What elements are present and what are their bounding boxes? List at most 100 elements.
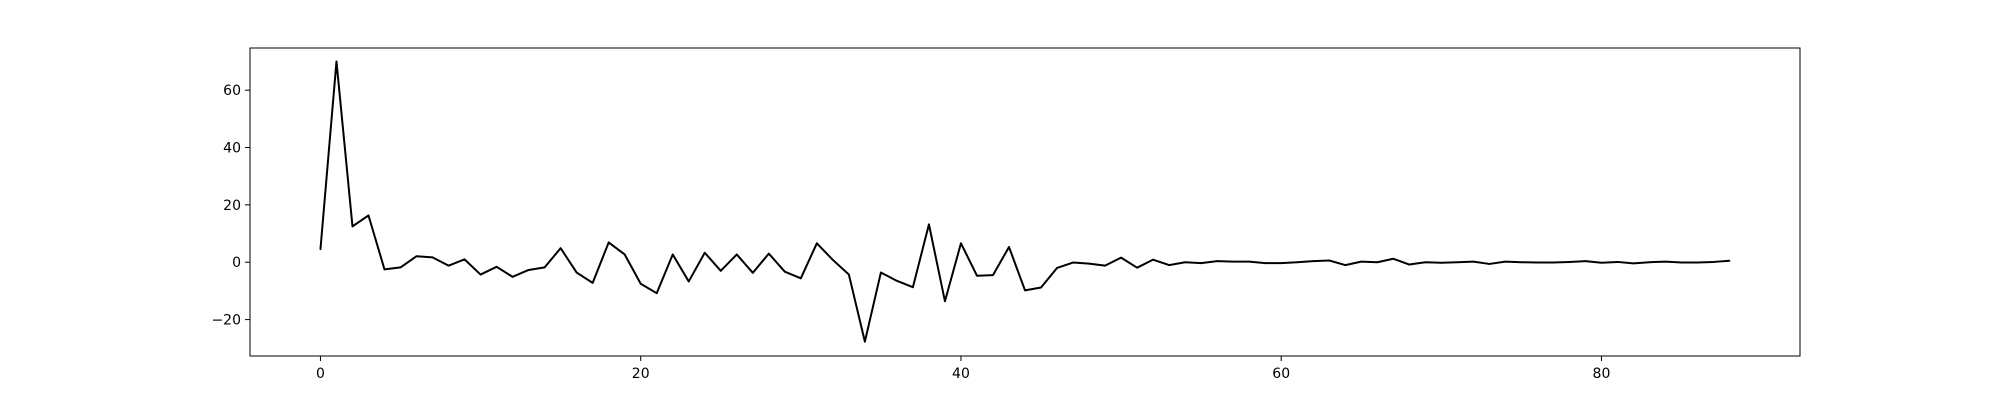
data-point <box>1536 261 1539 264</box>
data-point <box>1456 261 1459 264</box>
data-point <box>1024 289 1026 292</box>
data-point <box>751 272 754 274</box>
y-tick-label: −20 <box>211 313 241 329</box>
x-tick-label: 0 <box>316 366 325 382</box>
data-point <box>559 247 562 249</box>
data-point <box>575 271 578 274</box>
data-point <box>1072 261 1074 264</box>
data-point <box>912 286 914 288</box>
data-point <box>351 225 354 228</box>
data-point <box>1296 261 1299 264</box>
data-point <box>1360 260 1363 263</box>
data-point <box>1520 261 1523 264</box>
data-point <box>1248 260 1250 263</box>
data-point <box>864 340 866 343</box>
data-point <box>527 269 530 271</box>
data-point <box>719 270 722 272</box>
data-point <box>1008 246 1010 248</box>
data-point <box>1328 259 1331 262</box>
data-point <box>1136 266 1138 269</box>
data-point <box>1696 261 1699 264</box>
data-point <box>1664 260 1667 263</box>
data-point <box>832 259 834 261</box>
data-point <box>1088 262 1090 265</box>
data-point <box>960 242 962 245</box>
data-point <box>495 266 498 268</box>
data-point <box>1040 286 1042 289</box>
data-point <box>800 277 802 280</box>
data-point <box>1056 267 1058 269</box>
data-point <box>784 270 786 273</box>
data-point <box>1392 257 1395 260</box>
data-point <box>319 248 322 251</box>
data-point <box>1568 261 1571 263</box>
data-point <box>928 223 930 226</box>
data-point <box>1200 262 1202 264</box>
x-tick-label: 60 <box>1272 366 1290 382</box>
series-points <box>319 60 1731 343</box>
data-point <box>768 252 770 255</box>
data-point <box>671 253 674 256</box>
x-tick-label: 80 <box>1593 366 1611 382</box>
data-point <box>1344 264 1347 266</box>
data-point <box>1424 261 1427 264</box>
data-point <box>1488 263 1491 265</box>
data-point <box>623 253 626 256</box>
data-point <box>367 214 370 217</box>
data-point <box>1552 261 1555 264</box>
y-tick-label: 20 <box>223 198 241 214</box>
data-point <box>1680 261 1683 264</box>
data-point <box>431 256 434 259</box>
data-point <box>655 292 658 295</box>
data-point <box>1584 260 1587 262</box>
data-point <box>479 273 482 276</box>
data-point <box>543 266 546 269</box>
data-point <box>447 264 450 267</box>
data-point <box>463 258 466 261</box>
data-point <box>816 242 818 245</box>
data-point <box>1504 260 1507 263</box>
x-tick-label: 40 <box>952 366 970 382</box>
data-point <box>383 268 386 271</box>
data-point <box>735 253 738 256</box>
data-point <box>1104 264 1106 267</box>
data-point <box>1312 260 1315 262</box>
data-point <box>1600 262 1603 264</box>
data-point <box>415 255 418 257</box>
data-point <box>703 251 706 254</box>
data-point <box>944 300 946 303</box>
series-line <box>319 60 1730 343</box>
data-point <box>1728 259 1731 262</box>
y-tick-label: 40 <box>223 141 241 157</box>
data-point <box>607 241 610 244</box>
data-point <box>1472 260 1475 263</box>
data-point <box>687 280 690 283</box>
data-point <box>1440 262 1443 264</box>
data-point <box>1264 262 1266 264</box>
data-point <box>1376 261 1379 264</box>
data-point <box>639 282 642 285</box>
y-tick-label: 0 <box>232 255 241 271</box>
data-point <box>1632 262 1635 265</box>
data-point <box>1280 262 1282 264</box>
data-point <box>992 274 994 276</box>
data-point <box>1648 261 1651 264</box>
data-point <box>1712 261 1715 263</box>
data-point <box>1216 260 1218 262</box>
data-point <box>1120 256 1122 259</box>
y-tick-label: 60 <box>223 83 241 99</box>
data-point <box>511 276 514 278</box>
data-point <box>1184 261 1186 264</box>
axes-frame <box>249 47 1801 357</box>
data-point <box>335 60 338 63</box>
data-point <box>896 280 898 282</box>
data-point <box>591 282 594 284</box>
data-point <box>1232 260 1234 263</box>
data-point <box>1408 263 1411 266</box>
plot-area: 0 20 40 60 80 −20 0 20 40 60 <box>211 47 1801 382</box>
data-point <box>976 274 978 277</box>
x-tick-label: 20 <box>632 366 650 382</box>
data-point <box>1616 261 1619 263</box>
data-point <box>1152 258 1154 261</box>
